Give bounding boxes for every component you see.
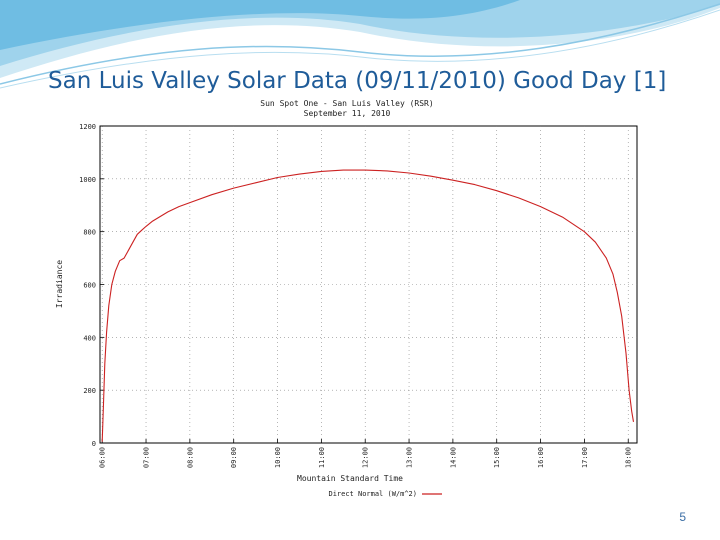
y-tick-label: 0 — [92, 440, 96, 448]
y-tick-label: 1000 — [79, 176, 96, 184]
solar-irradiance-chart: Sun Spot One - San Luis Valley (RSR) Sep… — [50, 96, 648, 502]
x-tick-label: 18:00 — [625, 447, 633, 468]
x-tick-label: 17:00 — [581, 447, 589, 468]
x-tick-label: 16:00 — [537, 447, 545, 468]
x-tick-label: 09:00 — [230, 447, 238, 468]
y-tick-label: 600 — [83, 282, 96, 290]
x-tick-label: 15:00 — [493, 447, 501, 468]
x-tick-label: 12:00 — [362, 447, 370, 468]
series-line-0 — [101, 169, 635, 442]
legend: Direct Normal (W/m^2) — [328, 490, 442, 498]
slide-number: 5 — [679, 510, 686, 524]
y-tick-label: 1200 — [79, 123, 96, 131]
x-axis-label: Mountain Standard Time — [297, 474, 403, 483]
x-tick-label: 08:00 — [186, 447, 194, 468]
x-tick-label: 06:00 — [99, 447, 107, 468]
y-tick-label: 400 — [83, 334, 96, 342]
x-tick-label: 13:00 — [406, 447, 414, 468]
y-axis-label: Irradiance — [55, 260, 64, 308]
grid-lines — [100, 126, 637, 443]
x-tick-label: 07:00 — [143, 447, 151, 468]
series-layer — [101, 169, 635, 442]
y-axis-ticks: 0 200 400 600 800 1000 1200 — [79, 123, 104, 448]
chart-title: Sun Spot One - San Luis Valley (RSR) — [260, 99, 433, 108]
x-tick-label: 10:00 — [274, 447, 282, 468]
x-tick-label: 14:00 — [449, 447, 457, 468]
chart-svg: Sun Spot One - San Luis Valley (RSR) Sep… — [50, 96, 648, 502]
y-tick-label: 200 — [83, 387, 96, 395]
y-tick-label: 800 — [83, 229, 96, 237]
slide-title: San Luis Valley Solar Data (09/11/2010) … — [48, 68, 667, 94]
x-tick-label: 11:00 — [318, 447, 326, 468]
x-axis-ticks: 06:00 07:00 08:00 09:00 10:00 11:00 12:00 13:00… — [99, 439, 633, 468]
header-wave-decoration — [0, 0, 720, 89]
chart-subtitle: September 11, 2010 — [304, 109, 391, 118]
legend-entry-label: Direct Normal (W/m^2) — [328, 490, 417, 498]
